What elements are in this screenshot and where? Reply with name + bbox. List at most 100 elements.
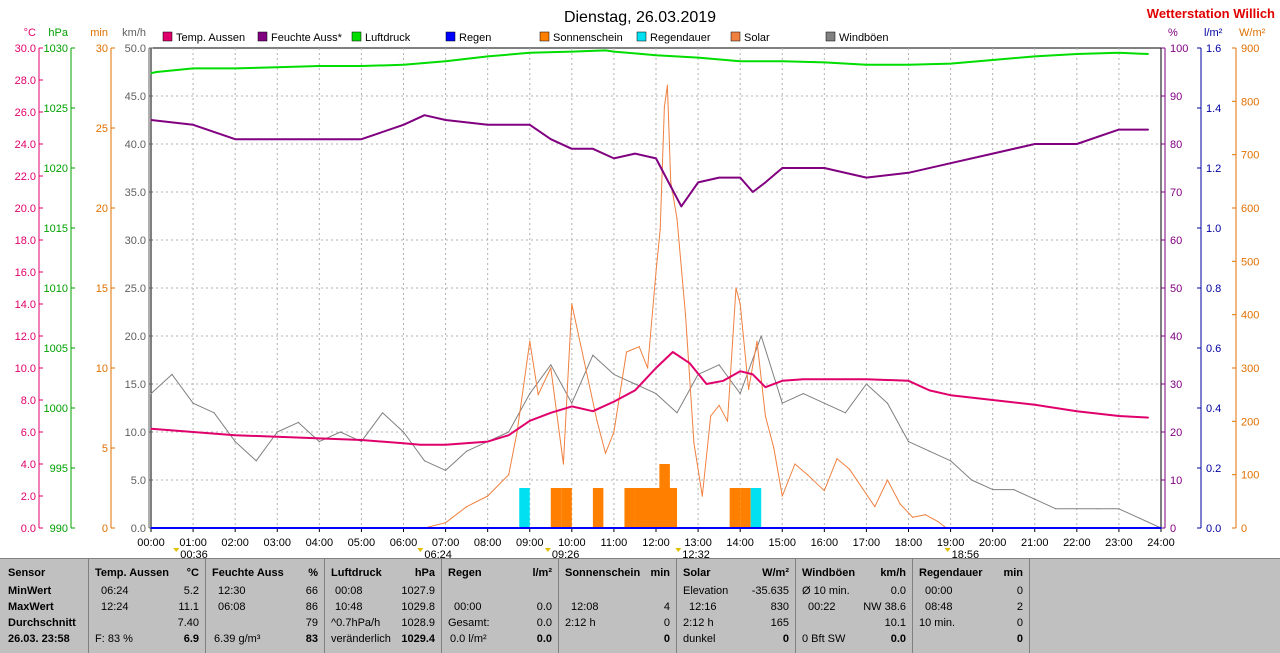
axis-tick-label: 5.0 xyxy=(131,475,146,487)
point xyxy=(423,114,426,116)
footer-pressure: Luftdruck hPa 00:08 1027.9 10:48 1029.8 … xyxy=(325,559,442,653)
axis-tick-label: 20.0 xyxy=(125,331,146,343)
marker-arrow xyxy=(675,548,682,552)
point xyxy=(949,394,952,396)
bar xyxy=(634,488,646,528)
point xyxy=(150,428,152,430)
axis-tick-label: 0.8 xyxy=(1206,283,1221,295)
temp-unit: °C xyxy=(186,567,199,579)
axis-tick-label: 30 xyxy=(1170,379,1182,391)
x-tick-label: 13:00 xyxy=(684,537,712,549)
x-tick-label: 08:00 xyxy=(474,537,502,549)
axis-tick-label: 1000 xyxy=(44,403,68,415)
bar xyxy=(740,488,751,528)
rdur-now: 0 xyxy=(1016,633,1023,645)
axis-tick-label: 26.0 xyxy=(15,107,36,119)
hum-max-val: 86 xyxy=(305,601,318,613)
point xyxy=(508,434,510,436)
marker-arrow xyxy=(944,548,951,552)
point xyxy=(634,153,636,155)
bar xyxy=(519,488,530,528)
rdur-ten-val: 0 xyxy=(1016,617,1023,629)
point xyxy=(339,431,341,433)
axis-tick-label: 0.2 xyxy=(1206,463,1221,475)
marker-arrow xyxy=(544,548,551,552)
point xyxy=(1097,508,1099,510)
axis-unit-left: hPa xyxy=(48,27,68,39)
point xyxy=(192,431,194,433)
point xyxy=(571,405,573,407)
point xyxy=(562,463,565,465)
axis-tick-label: 1.6 xyxy=(1206,43,1221,55)
sun-total-label: 2:12 h xyxy=(565,617,596,629)
legend-swatch xyxy=(445,31,456,42)
gust-avg-label: Ø 10 min. xyxy=(802,585,850,597)
time-markers: 12:32 00:36 06:24 09:26 18:56 xyxy=(173,548,979,558)
rdur-ten-label: 10 min. xyxy=(919,617,956,629)
point xyxy=(949,460,952,462)
point xyxy=(402,431,405,433)
point xyxy=(613,401,615,403)
point xyxy=(781,402,783,404)
axis-tick-label: 35.0 xyxy=(125,187,146,199)
legend-label: Regendauer xyxy=(650,32,711,44)
point xyxy=(571,51,573,53)
point xyxy=(381,412,384,414)
point xyxy=(722,380,724,382)
axis-tick-label: 10.0 xyxy=(125,427,146,439)
bar xyxy=(659,464,670,528)
point xyxy=(666,84,668,86)
axis-tick-label: 2.0 xyxy=(21,491,36,503)
solar-elev-label: Elevation xyxy=(683,585,729,597)
point xyxy=(592,354,594,356)
x-tick-label: 04:00 xyxy=(306,537,334,549)
point xyxy=(886,402,889,404)
axis-tick-label: 15.0 xyxy=(125,379,146,391)
point xyxy=(992,59,994,61)
point xyxy=(150,527,152,529)
bar xyxy=(750,488,762,528)
point xyxy=(646,367,649,369)
x-tick-label: 00:00 xyxy=(137,537,165,549)
point xyxy=(155,71,158,73)
point xyxy=(1034,143,1036,145)
point xyxy=(928,450,931,452)
hum-min-time: 12:30 xyxy=(218,585,246,597)
axis-tick-label: 60 xyxy=(1170,235,1182,247)
hum-avg-val: 79 xyxy=(305,617,318,629)
axis-tick-label: 100 xyxy=(1170,43,1188,55)
point xyxy=(781,60,783,62)
point xyxy=(676,412,678,414)
point xyxy=(1147,417,1149,419)
point xyxy=(571,402,573,404)
point xyxy=(604,49,607,52)
point xyxy=(529,420,531,422)
axis-tick-label: 28.0 xyxy=(15,75,36,87)
point xyxy=(739,303,741,305)
point xyxy=(764,415,767,417)
axis-unit-left: min xyxy=(90,27,108,39)
axis-tick-label: 0 xyxy=(102,523,108,535)
axis-unit-right: % xyxy=(1168,27,1178,39)
point xyxy=(781,380,783,382)
point xyxy=(718,177,720,179)
point xyxy=(781,167,783,169)
point xyxy=(806,474,809,476)
legend-label: Temp. Aussen xyxy=(176,32,245,44)
point xyxy=(234,434,236,436)
point xyxy=(213,412,215,414)
point xyxy=(604,452,607,454)
line xyxy=(424,84,947,529)
point xyxy=(487,55,489,58)
x-tick-label: 23:00 xyxy=(1105,537,1133,549)
axis-tick-label: 6.0 xyxy=(21,427,36,439)
axis-tick-label: 1025 xyxy=(44,103,68,115)
footer-sunshine: Sonnenschein min 12:08 4 2:12 h 0 0 xyxy=(559,559,677,653)
footer-solar: Solar W/m² Elevation -35.635 12:16 830 2… xyxy=(677,559,796,653)
point xyxy=(802,393,804,395)
press-now: 1029.4 xyxy=(401,633,435,645)
point xyxy=(276,431,278,433)
bar xyxy=(592,488,604,528)
point xyxy=(613,431,615,433)
point xyxy=(756,340,758,342)
